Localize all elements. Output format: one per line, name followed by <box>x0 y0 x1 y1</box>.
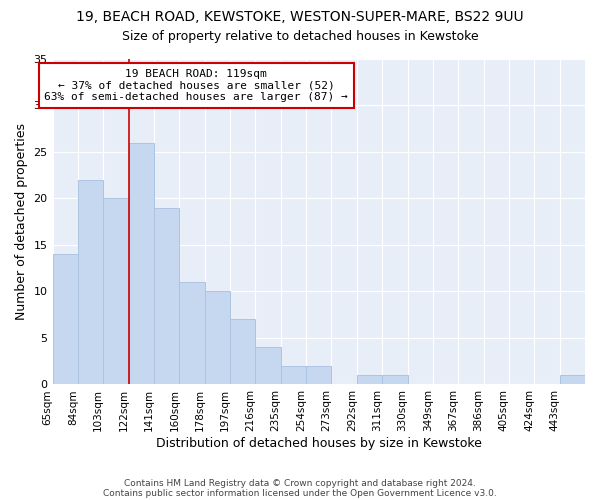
Y-axis label: Number of detached properties: Number of detached properties <box>15 123 28 320</box>
Text: Size of property relative to detached houses in Kewstoke: Size of property relative to detached ho… <box>122 30 478 43</box>
X-axis label: Distribution of detached houses by size in Kewstoke: Distribution of detached houses by size … <box>156 437 482 450</box>
Text: Contains public sector information licensed under the Open Government Licence v3: Contains public sector information licen… <box>103 488 497 498</box>
Bar <box>78 180 103 384</box>
Bar <box>256 348 281 385</box>
Text: 19, BEACH ROAD, KEWSTOKE, WESTON-SUPER-MARE, BS22 9UU: 19, BEACH ROAD, KEWSTOKE, WESTON-SUPER-M… <box>76 10 524 24</box>
Bar <box>53 254 78 384</box>
Bar <box>306 366 331 384</box>
Bar <box>230 320 256 384</box>
Text: 19 BEACH ROAD: 119sqm
← 37% of detached houses are smaller (52)
63% of semi-deta: 19 BEACH ROAD: 119sqm ← 37% of detached … <box>44 69 348 102</box>
Bar <box>357 375 382 384</box>
Bar <box>382 375 407 384</box>
Bar <box>154 208 179 384</box>
Bar <box>560 375 585 384</box>
Text: Contains HM Land Registry data © Crown copyright and database right 2024.: Contains HM Land Registry data © Crown c… <box>124 478 476 488</box>
Bar <box>128 142 154 384</box>
Bar <box>179 282 205 384</box>
Bar <box>103 198 128 384</box>
Bar <box>281 366 306 384</box>
Bar <box>205 292 230 384</box>
